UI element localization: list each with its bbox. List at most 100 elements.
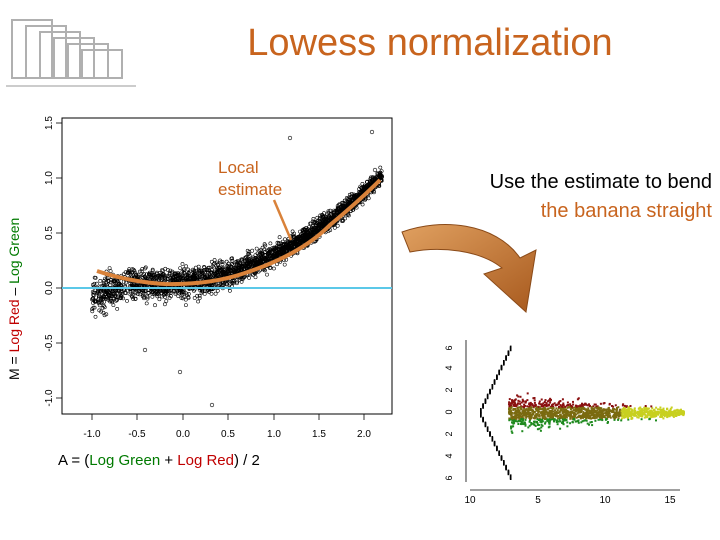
norm-point [559,427,562,430]
norm-point [589,415,592,418]
norm-point [537,423,539,426]
norm-point [522,399,524,402]
ma-point [275,252,280,257]
ma-point [321,215,326,220]
ma-point [140,267,145,271]
norm-point [517,399,520,402]
norm-point [549,397,552,400]
ma-point [352,192,356,197]
norm-point [530,406,533,409]
norm-point [656,410,659,413]
norm-point [546,400,549,403]
ma-point [315,215,320,220]
ma-point [206,265,211,270]
x-tick-label: 1.0 [267,429,281,440]
norm-point [627,411,630,414]
ma-point [270,252,275,257]
norm-point [623,404,626,407]
norm-point [657,413,660,416]
norm-point [645,409,648,412]
norm-point [598,414,601,417]
norm-point [541,420,544,423]
y-axis-label: M = Log Red – Log Green [6,217,22,380]
ma-point [123,270,128,275]
ma-point [229,270,234,275]
norm-point [545,410,548,413]
ma-point [90,309,95,314]
ma-point [239,279,244,284]
norm-point [639,412,642,415]
norm-point [565,418,568,421]
ma-point [106,279,111,284]
norm-point [581,406,584,409]
norm-point [508,405,511,408]
norm-point [540,414,543,417]
norm-point [518,400,521,403]
norm-point [482,420,484,423]
norm-point [633,408,636,411]
ma-point [112,289,117,294]
norm-point [579,415,582,418]
ma-point [218,258,223,263]
norm-point [528,424,531,427]
ma-point [175,272,179,277]
ma-point [220,262,225,267]
norm-point [631,409,634,412]
ma-point [150,291,155,296]
ma-point [162,302,167,307]
norm-point [568,406,571,408]
ma-point [263,258,268,263]
norm-point [599,402,602,405]
norm-point [529,411,532,414]
ma-point [238,263,243,268]
norm-point [584,412,587,415]
norm-point [518,417,521,420]
norm-point [533,401,536,404]
ma-point [259,250,263,255]
norm-point [519,402,522,405]
norm-point [493,444,496,447]
norm-point [547,419,550,422]
norm-point [575,416,578,419]
norm-point [541,403,543,406]
ma-point [244,257,249,262]
ma-point [131,267,136,272]
norm-point [587,412,589,415]
ma-point [275,246,280,251]
norm-point [591,409,593,412]
norm-point [524,411,527,414]
norm-point [549,406,552,409]
norm-point [552,413,555,415]
callout-line2: estimate [218,180,283,199]
norm-point [614,413,616,416]
ma-point [117,281,121,286]
norm-point [603,409,606,412]
norm-point [608,402,611,405]
norm-point [522,422,525,425]
ma-point [287,135,293,141]
norm-point [583,413,586,416]
ma-point [326,217,331,222]
norm-point [612,410,615,413]
norm-point [508,419,511,422]
norm-point [533,424,536,426]
ma-point [163,266,168,271]
norm-point [655,413,658,416]
norm-point [519,420,522,423]
norm-point [590,414,593,417]
norm-point [586,413,589,416]
ma-point [164,299,169,303]
norm-y-tick-label: 0 [444,409,454,414]
norm-point [544,417,547,420]
norm-point [659,411,662,414]
norm-point [518,410,520,413]
norm-point [517,402,519,405]
norm-point [633,410,636,413]
norm-point [677,411,680,414]
norm-point [620,417,623,420]
x-tick-label: -0.5 [128,429,146,440]
norm-point [617,406,620,409]
norm-point [537,411,540,414]
norm-point [508,417,511,420]
x-tick-label: 1.5 [312,429,326,440]
